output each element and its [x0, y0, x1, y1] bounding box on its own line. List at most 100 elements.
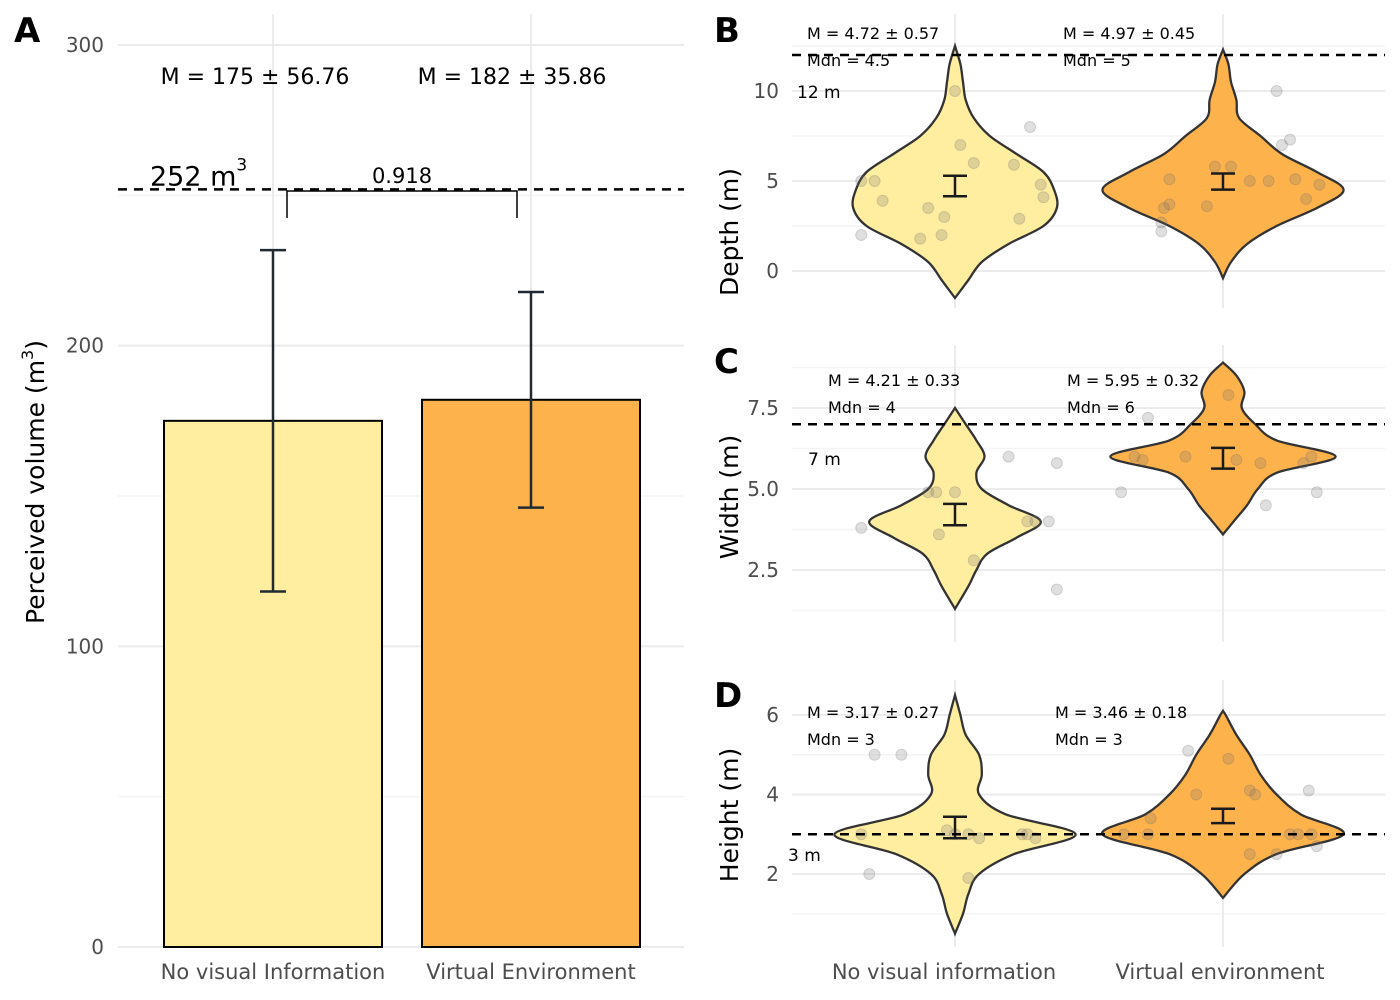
y-tick-label: 100 — [66, 634, 104, 658]
reference-line-label: 252 m3 — [150, 155, 247, 192]
data-point — [1270, 85, 1283, 97]
y-tick-label: 0 — [91, 935, 104, 959]
mean-label: M = 4.21 ± 0.33 — [828, 371, 960, 390]
x-tick-label: No visual Information — [161, 960, 386, 984]
data-point — [1037, 191, 1050, 204]
data-point — [932, 528, 945, 541]
data-point — [1243, 848, 1256, 861]
panel-b-depth-violin: 0 5 10 12 m M = 4.72 ± 0.57 Mdn = 4.5 M = 4.97… — [714, 11, 1385, 308]
data-point — [938, 211, 951, 223]
data-point — [1225, 160, 1238, 173]
violin-shape — [1101, 708, 1345, 900]
panel-c-width-violin: 2.5 5.0 7.5 7 m M = 4.21 ± 0.33 Mdn = 4 M = 5.… — [714, 342, 1385, 642]
data-point — [1136, 453, 1149, 466]
data-point — [1302, 784, 1315, 797]
data-point — [1007, 158, 1020, 171]
panel-letter: A — [14, 11, 41, 51]
mean-label: M = 5.95 ± 0.32 — [1067, 371, 1199, 390]
y-axis-label: Height (m) — [715, 748, 744, 882]
data-point — [1013, 212, 1026, 225]
mean-label: M = 182 ± 35.86 — [418, 65, 607, 90]
data-point — [935, 229, 948, 241]
violin-shape — [1101, 46, 1345, 281]
data-point — [1179, 450, 1192, 463]
y-axis-label: Width (m) — [715, 435, 744, 559]
data-point — [868, 175, 881, 187]
data-point — [1297, 457, 1310, 470]
y-tick-label: 2.5 — [747, 558, 779, 582]
y-tick-label: 300 — [66, 33, 104, 57]
median-label: Mdn = 4.5 — [807, 51, 890, 70]
median-label: Mdn = 3 — [1055, 730, 1123, 749]
panel-a-bar-chart: 0 100 200 300 252 m3 0.918 M = 175 ± 56.76 M = … — [14, 11, 684, 984]
data-point — [895, 748, 908, 761]
data-point — [855, 521, 868, 534]
median-label: Mdn = 6 — [1067, 398, 1135, 417]
reference-line-label: 12 m — [797, 83, 841, 103]
data-point — [922, 202, 935, 214]
panel-letter: B — [714, 11, 740, 51]
data-point — [1249, 788, 1262, 801]
data-point — [1163, 198, 1176, 211]
mean-label: M = 3.17 ± 0.27 — [807, 703, 939, 722]
data-point — [876, 194, 889, 207]
data-point — [1141, 411, 1154, 424]
mean-label: M = 4.97 ± 0.45 — [1063, 24, 1195, 43]
y-tick-label: 200 — [66, 334, 104, 358]
data-point — [863, 868, 876, 880]
data-point — [1313, 178, 1326, 191]
data-point — [1190, 788, 1203, 801]
y-axis-label: Perceived volume (m3) — [18, 340, 50, 624]
x-tick-label: Virtual environment — [1115, 960, 1324, 984]
mean-label: M = 3.46 ± 0.18 — [1055, 703, 1187, 722]
violin-shape — [833, 690, 1077, 937]
data-point — [1042, 515, 1055, 528]
data-point — [1021, 515, 1034, 528]
y-tick-label: 5 — [766, 169, 779, 193]
data-point — [1034, 178, 1047, 191]
comparison-bracket — [286, 190, 518, 218]
data-point — [1275, 139, 1288, 151]
x-tick-label: Virtual Environment — [426, 960, 635, 984]
data-point — [1029, 515, 1042, 528]
data-point — [967, 157, 980, 169]
data-point — [855, 229, 868, 241]
y-tick-label: 10 — [754, 79, 779, 103]
median-label: Mdn = 3 — [807, 730, 875, 749]
data-point — [1002, 450, 1015, 463]
data-point — [1289, 173, 1302, 186]
data-point — [868, 748, 881, 761]
data-point — [949, 85, 961, 97]
data-point — [1305, 450, 1318, 463]
data-point — [1300, 193, 1313, 205]
y-tick-label: 7.5 — [747, 396, 779, 420]
reference-line-label: 3 m — [788, 846, 821, 866]
data-point — [1128, 450, 1141, 463]
data-point — [1259, 499, 1272, 512]
data-point — [922, 486, 935, 499]
data-point — [1310, 486, 1323, 499]
median-label: Mdn = 4 — [828, 398, 896, 417]
data-point — [855, 175, 868, 187]
data-point — [1024, 121, 1037, 133]
data-point — [1163, 173, 1176, 186]
panel-letter: D — [714, 676, 742, 716]
y-tick-label: 2 — [766, 862, 779, 886]
data-point — [954, 139, 967, 151]
data-point — [1050, 457, 1063, 470]
data-point — [1208, 160, 1221, 173]
data-point — [962, 871, 975, 884]
right-x-axis-labels: No visual information Virtual environment — [832, 960, 1325, 984]
x-tick-label: No visual information — [832, 960, 1056, 984]
data-point — [1243, 784, 1256, 797]
data-point — [1115, 486, 1128, 499]
y-tick-label: 6 — [766, 703, 779, 727]
data-point — [949, 486, 961, 499]
data-point — [1155, 216, 1168, 229]
median-label: Mdn = 5 — [1063, 51, 1131, 70]
data-point — [1222, 389, 1235, 402]
reference-line-label: 7 m — [808, 450, 841, 470]
data-point — [1284, 133, 1296, 146]
data-point — [1155, 225, 1168, 238]
